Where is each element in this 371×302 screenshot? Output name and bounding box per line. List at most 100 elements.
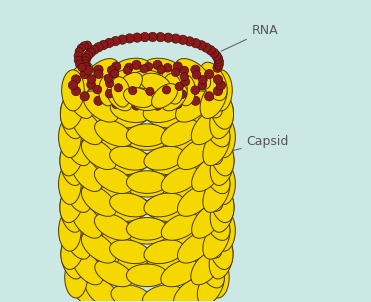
Circle shape bbox=[94, 70, 103, 79]
Ellipse shape bbox=[59, 117, 81, 158]
Ellipse shape bbox=[64, 174, 91, 212]
Circle shape bbox=[105, 79, 114, 88]
Ellipse shape bbox=[109, 146, 150, 170]
Circle shape bbox=[129, 86, 137, 95]
Ellipse shape bbox=[209, 229, 233, 269]
Ellipse shape bbox=[161, 174, 200, 201]
Ellipse shape bbox=[161, 81, 199, 108]
Ellipse shape bbox=[95, 81, 133, 108]
Ellipse shape bbox=[175, 59, 211, 90]
Circle shape bbox=[185, 37, 194, 46]
Ellipse shape bbox=[110, 58, 151, 82]
Ellipse shape bbox=[94, 127, 133, 155]
Ellipse shape bbox=[142, 285, 183, 302]
Ellipse shape bbox=[127, 264, 168, 287]
Circle shape bbox=[94, 65, 103, 74]
Ellipse shape bbox=[60, 145, 84, 185]
Ellipse shape bbox=[197, 250, 224, 288]
Ellipse shape bbox=[203, 174, 230, 212]
Ellipse shape bbox=[174, 277, 209, 302]
Ellipse shape bbox=[210, 136, 234, 176]
Ellipse shape bbox=[60, 89, 84, 129]
Ellipse shape bbox=[210, 192, 234, 232]
Ellipse shape bbox=[162, 70, 187, 95]
Circle shape bbox=[216, 81, 226, 90]
Ellipse shape bbox=[95, 221, 133, 248]
Circle shape bbox=[171, 68, 180, 76]
Ellipse shape bbox=[213, 210, 235, 251]
Ellipse shape bbox=[191, 223, 222, 258]
Ellipse shape bbox=[210, 70, 232, 111]
Ellipse shape bbox=[192, 130, 223, 165]
Circle shape bbox=[122, 92, 131, 101]
Circle shape bbox=[173, 62, 182, 71]
Ellipse shape bbox=[203, 202, 230, 240]
Circle shape bbox=[71, 86, 81, 96]
Ellipse shape bbox=[81, 138, 116, 169]
Ellipse shape bbox=[109, 104, 150, 128]
Circle shape bbox=[140, 32, 150, 42]
Circle shape bbox=[198, 76, 207, 84]
Ellipse shape bbox=[144, 151, 184, 175]
Circle shape bbox=[123, 66, 131, 74]
Ellipse shape bbox=[143, 58, 184, 82]
Ellipse shape bbox=[59, 163, 81, 204]
Ellipse shape bbox=[67, 80, 94, 118]
Circle shape bbox=[99, 40, 108, 50]
Circle shape bbox=[118, 35, 127, 44]
Ellipse shape bbox=[191, 83, 222, 118]
Circle shape bbox=[76, 60, 84, 68]
Circle shape bbox=[198, 81, 207, 89]
Ellipse shape bbox=[109, 193, 150, 217]
Ellipse shape bbox=[127, 221, 168, 244]
Circle shape bbox=[178, 35, 187, 44]
Circle shape bbox=[81, 60, 90, 69]
Ellipse shape bbox=[81, 105, 116, 136]
Circle shape bbox=[104, 74, 112, 82]
Ellipse shape bbox=[191, 110, 222, 145]
Ellipse shape bbox=[60, 136, 84, 176]
Circle shape bbox=[105, 89, 114, 98]
Ellipse shape bbox=[106, 70, 132, 95]
Ellipse shape bbox=[61, 239, 85, 279]
Circle shape bbox=[161, 92, 169, 101]
Ellipse shape bbox=[109, 240, 150, 264]
Ellipse shape bbox=[191, 250, 222, 285]
Ellipse shape bbox=[203, 127, 230, 166]
Ellipse shape bbox=[69, 250, 96, 288]
Ellipse shape bbox=[210, 145, 234, 185]
Ellipse shape bbox=[94, 166, 133, 194]
Circle shape bbox=[112, 99, 121, 108]
Ellipse shape bbox=[127, 81, 168, 104]
Ellipse shape bbox=[111, 77, 130, 107]
Ellipse shape bbox=[177, 75, 195, 106]
Ellipse shape bbox=[64, 155, 91, 194]
Ellipse shape bbox=[209, 239, 233, 279]
Circle shape bbox=[213, 75, 223, 84]
Ellipse shape bbox=[175, 91, 211, 122]
Text: Capsid: Capsid bbox=[230, 135, 289, 151]
Circle shape bbox=[213, 54, 223, 63]
Ellipse shape bbox=[213, 163, 235, 204]
Ellipse shape bbox=[111, 285, 151, 302]
Circle shape bbox=[80, 92, 89, 101]
Circle shape bbox=[83, 41, 92, 49]
Circle shape bbox=[157, 66, 165, 74]
Ellipse shape bbox=[132, 92, 162, 111]
Circle shape bbox=[87, 75, 96, 83]
Circle shape bbox=[111, 70, 119, 78]
Circle shape bbox=[173, 99, 182, 108]
Circle shape bbox=[204, 92, 214, 101]
Circle shape bbox=[114, 84, 122, 92]
Circle shape bbox=[191, 65, 200, 74]
Ellipse shape bbox=[144, 198, 184, 222]
Circle shape bbox=[153, 101, 162, 110]
Ellipse shape bbox=[210, 89, 233, 129]
Circle shape bbox=[180, 66, 189, 75]
Circle shape bbox=[180, 73, 188, 81]
Ellipse shape bbox=[161, 260, 199, 287]
Ellipse shape bbox=[99, 75, 117, 106]
Ellipse shape bbox=[127, 124, 168, 146]
Ellipse shape bbox=[95, 120, 133, 146]
Ellipse shape bbox=[141, 73, 170, 93]
